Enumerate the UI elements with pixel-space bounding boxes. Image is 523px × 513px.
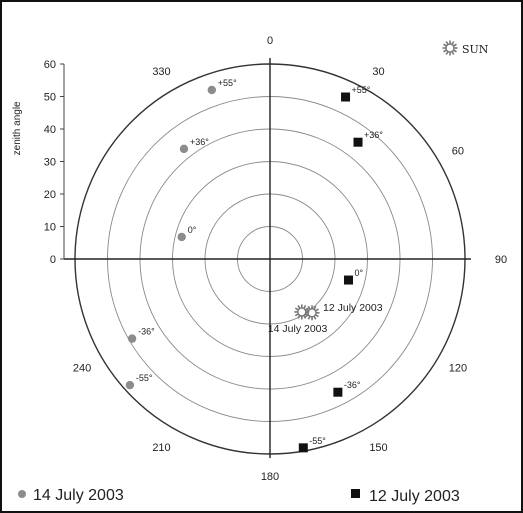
azimuth-label-0: 0	[267, 35, 273, 47]
point-label-series1-2: 0°	[354, 268, 363, 278]
zenith-tick-label-10: 10	[44, 222, 56, 234]
zenith-tick-label-50: 50	[44, 92, 56, 104]
azimuth-label-180: 180	[261, 471, 279, 483]
azimuth-label-90: 90	[495, 254, 507, 266]
legend-marker-series1	[351, 489, 360, 498]
point-label-series0-4: -55°	[136, 373, 153, 383]
point-series1-1	[353, 137, 363, 147]
zenith-tick-label-40: 40	[44, 124, 56, 136]
point-series1-0	[341, 92, 351, 102]
point-label-series1-0: +55°	[352, 85, 371, 95]
azimuth-label-120: 120	[449, 363, 467, 375]
legend-marker-series0	[18, 490, 26, 498]
point-label-series0-3: -36°	[138, 327, 155, 337]
sun-legend-icon	[442, 40, 458, 56]
azimuth-label-150: 150	[369, 442, 387, 454]
sun-legend-label: SUN	[462, 43, 489, 56]
azimuth-label-330: 330	[152, 66, 170, 78]
zenith-tick-label-20: 20	[44, 189, 56, 201]
point-series0-2	[177, 232, 186, 242]
zenith-tick-label-30: 30	[44, 157, 56, 169]
azimuth-label-210: 210	[152, 442, 170, 454]
sun-marker-1	[294, 304, 310, 320]
point-label-series1-4: -55°	[309, 436, 326, 446]
zenith-tick-label-60: 60	[44, 59, 56, 71]
point-series0-0	[207, 85, 217, 95]
point-series1-3	[333, 387, 343, 397]
point-label-series0-0: +55°	[218, 78, 237, 88]
point-label-series0-2: 0°	[188, 225, 197, 235]
legend-label-series0: 14 July 2003	[33, 487, 124, 504]
legend-label-series1: 12 July 2003	[369, 488, 460, 505]
point-series0-1	[179, 144, 189, 154]
point-series0-4	[125, 380, 135, 390]
azimuth-label-60: 60	[452, 146, 464, 158]
zenith-tick-label-0: 0	[50, 254, 56, 266]
point-label-series1-3: -36°	[344, 380, 361, 390]
point-series0-3	[127, 334, 137, 343]
point-series1-4	[298, 443, 308, 453]
zenith-axis-title: zenith angle	[12, 101, 23, 155]
azimuth-label-30: 30	[372, 66, 384, 78]
point-series1-2	[343, 275, 353, 285]
sun-marker-0	[304, 305, 320, 321]
point-label-series0-1: +36°	[190, 137, 209, 147]
sun-label-0: 12 July 2003	[323, 302, 383, 314]
azimuth-label-240: 240	[73, 363, 91, 375]
sun-label-1: 14 July 2003	[268, 323, 328, 335]
point-label-series1-1: +36°	[364, 130, 383, 140]
